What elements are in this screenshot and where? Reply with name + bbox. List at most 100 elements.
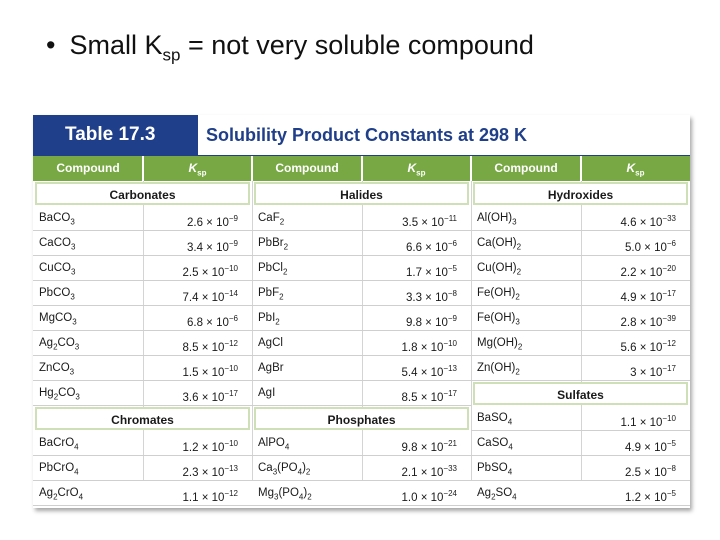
- formula-part: Fe(OH): [477, 287, 516, 299]
- row-rule: [471, 255, 690, 256]
- ksp-mantissa: 3.5 × 10: [402, 216, 445, 229]
- compound-formula: Ag2SO4: [471, 481, 517, 506]
- ksp-value: 2.2 × 10−20: [581, 256, 676, 281]
- ksp-exponent: −8: [666, 464, 676, 473]
- ksp-mantissa: 1.0 × 10: [401, 491, 444, 504]
- row-rule: [252, 280, 471, 281]
- compound-formula: BaCO3: [33, 206, 75, 231]
- ksp-value: 1.7 × 10−5: [362, 256, 457, 281]
- ksp-mantissa: 1.1 × 10: [620, 416, 663, 429]
- formula-subscript: 2: [516, 267, 522, 277]
- category-header: Phosphates: [254, 407, 469, 430]
- formula-subscript: 4: [297, 467, 303, 477]
- formula-part: Al(OH): [477, 212, 513, 224]
- ksp-exponent: −12: [224, 339, 238, 348]
- header-compound: Compound: [56, 161, 120, 175]
- row-rule: [252, 405, 471, 406]
- compound-formula: PbCl2: [252, 256, 287, 281]
- compound-formula: Zn(OH)2: [471, 356, 520, 381]
- formula-subscript: 3: [512, 217, 517, 227]
- row-rule: [471, 280, 690, 281]
- row-rule: [252, 255, 471, 256]
- ksp-exponent: −10: [224, 264, 238, 273]
- ksp-exponent: −10: [224, 364, 238, 373]
- row-rule: [33, 330, 252, 331]
- ksp-mantissa: 2.5 × 10: [624, 466, 667, 479]
- compound-formula: AgI: [252, 381, 275, 406]
- ksp-mantissa: 5.4 × 10: [401, 366, 444, 379]
- ksp-mantissa: 7.4 × 10: [182, 291, 225, 304]
- compound-formula: Ca(OH)2: [471, 231, 521, 256]
- ksp-mantissa: 1.2 × 10: [624, 491, 667, 504]
- ksp-value: 4.9 × 10−5: [581, 431, 676, 456]
- formula-part: CO: [54, 312, 73, 324]
- formula-part: Ba: [39, 212, 54, 224]
- bullet-prefix: Small K: [69, 30, 163, 60]
- ksp-exponent: −17: [662, 289, 676, 298]
- formula-subscript: 3: [70, 242, 76, 252]
- ksp-value: 3.6 × 10−17: [143, 381, 238, 406]
- formula-part: ): [302, 462, 306, 474]
- formula-part: Zn(OH): [477, 362, 516, 374]
- compound-formula: CaF2: [252, 206, 284, 231]
- grid-vline: [362, 181, 363, 481]
- formula-part: Ca: [258, 462, 273, 474]
- row-rule: [252, 380, 471, 381]
- ksp-value: 5.4 × 10−13: [362, 356, 457, 381]
- row-rule: [252, 230, 471, 231]
- row-rule: [33, 455, 252, 456]
- compound-formula: PbI2: [252, 306, 280, 331]
- formula-part: SO: [495, 487, 513, 499]
- ksp-mantissa: 2.3 × 10: [182, 466, 225, 479]
- formula-subscript: 3: [70, 217, 75, 227]
- compound-formula: BaSO4: [471, 406, 512, 431]
- ksp-mantissa: 2.2 × 10: [620, 266, 663, 279]
- formula-part: CO: [53, 212, 71, 224]
- formula-part: Pb: [39, 462, 54, 474]
- ksp-mantissa: 1.7 × 10: [405, 266, 448, 279]
- formula-subscript: 4: [74, 442, 79, 452]
- formula-part: CaSO: [477, 437, 509, 449]
- formula-part: AgCl: [258, 337, 283, 349]
- ksp-mantissa: 1.8 × 10: [401, 341, 444, 354]
- ksp-exponent: −8: [447, 289, 457, 298]
- solubility-table: Table 17.3 Solubility Product Constants …: [33, 115, 690, 508]
- ksp-value: 3.5 × 10−11: [362, 206, 457, 231]
- ksp-mantissa: 3.4 × 10: [186, 241, 229, 254]
- ksp-mantissa: 6.8 × 10: [186, 316, 229, 329]
- ksp-value: 9.8 × 10−9: [362, 306, 457, 331]
- ksp-exponent: −5: [666, 489, 676, 498]
- ksp-exponent: −5: [666, 439, 676, 448]
- row-rule: [471, 355, 690, 356]
- ksp-value: 3 × 10−17: [581, 356, 676, 381]
- row-rule: [252, 455, 471, 456]
- formula-subscript: 2: [305, 467, 311, 477]
- formula-subscript: 2: [53, 492, 58, 502]
- compound-formula: AgBr: [252, 356, 284, 381]
- formula-part: CrO: [53, 437, 75, 449]
- formula-part: Cu(OH): [477, 262, 517, 274]
- ksp-mantissa: 8.5 × 10: [182, 341, 225, 354]
- category-header: Chromates: [35, 407, 250, 430]
- ksp-mantissa: 2.5 × 10: [182, 266, 225, 279]
- formula-subscript: 3: [69, 367, 75, 377]
- header-ksp-sub: sp: [416, 168, 426, 178]
- bullet-dot: •: [46, 30, 56, 60]
- formula-part: (PO: [277, 462, 298, 474]
- formula-part: Ca: [39, 237, 54, 249]
- ksp-value: 6.6 × 10−6: [362, 231, 457, 256]
- category-header: Sulfates: [473, 382, 688, 405]
- compound-formula: PbSO4: [471, 456, 512, 481]
- formula-subscript: 3: [72, 317, 77, 327]
- ksp-exponent: −10: [224, 439, 238, 448]
- formula-part: CO: [57, 337, 75, 349]
- header-ksp-k: K: [407, 161, 417, 175]
- compound-formula: PbF2: [252, 281, 284, 306]
- compound-formula: CuCO3: [33, 256, 75, 281]
- formula-part: Fe(OH): [477, 312, 516, 324]
- ksp-value: 1.1 × 10−10: [581, 406, 676, 431]
- header-ksp-k: K: [626, 161, 636, 175]
- ksp-value: 8.5 × 10−12: [143, 331, 238, 356]
- ksp-exponent: −24: [443, 489, 457, 498]
- ksp-exponent: −17: [443, 389, 457, 398]
